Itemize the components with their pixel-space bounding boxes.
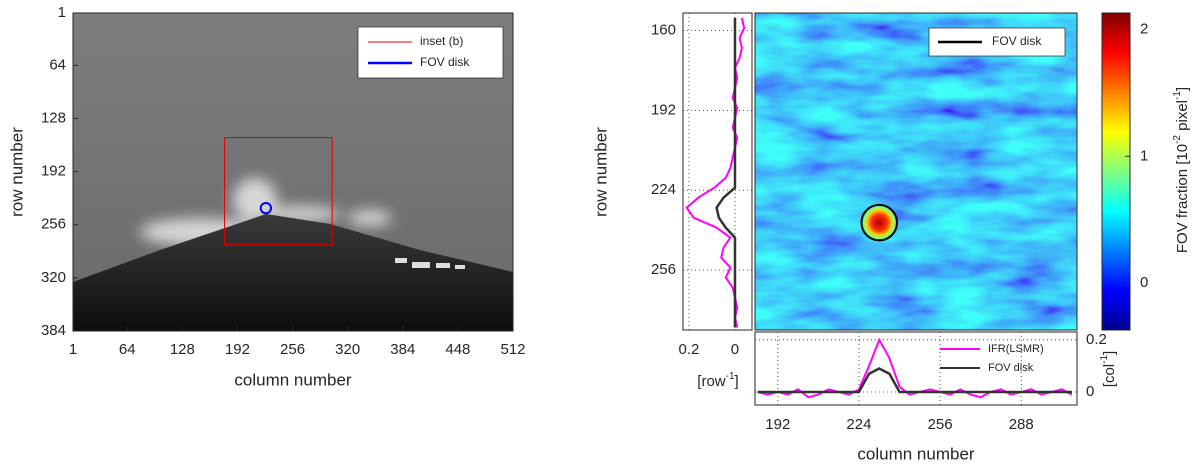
profile-line [757,367,1072,394]
x-axis-label-part: [row [697,373,726,390]
colorbar [1101,12,1131,331]
x-tick-label: 384 [390,341,415,358]
colorbar-label-part: ] [1174,87,1191,91]
x-tick-label: 0 [731,341,739,358]
y-axis-label: row number [591,127,610,217]
colorbar-label-part: FOV fraction [10 [1174,144,1191,253]
colorbar-label-part: -2 [1172,135,1183,144]
x-tick-label: 448 [445,341,470,358]
x-tick-label: 128 [170,341,195,358]
x-axis-label: [row-1] [697,371,738,390]
y-tick-label: 192 [41,163,66,180]
x-tick-label: 64 [119,341,136,358]
x-axis-label-part: -1 [726,371,735,382]
axes-box [682,12,753,331]
y-tick-label: 256 [651,261,676,278]
colorbar-label-part: -1 [1172,91,1183,100]
x-tick-label: 192 [765,416,790,433]
y-tick-label: 1 [58,4,66,21]
x-tick-label: 256 [280,341,305,358]
x-axis-label: column number [857,444,975,463]
y-tick-label: 224 [651,181,676,198]
x-tick-label: 288 [1009,416,1034,433]
axes-box [754,12,1078,331]
legend-label: inset (b) [420,34,463,48]
x-tick-label: 512 [500,341,525,358]
x-tick-label: 224 [846,416,871,433]
colorbar-label: FOV fraction [10-2 pixel-1] [1172,87,1191,253]
x-tick-label: 0.2 [679,341,700,358]
fov-disk [259,201,273,215]
colorbar-label-part: pixel [1174,100,1191,135]
legend-label: IFR(LSMR) [988,343,1044,355]
legend-label: FOV disk [420,55,470,69]
y-tick-label: 384 [41,322,66,339]
colorbar-tick-label: 1 [1140,147,1148,164]
y-axis-label-part: -1 [1099,355,1110,364]
colorbar-tick-label: 0 [1140,274,1148,291]
y-axis-label: row number [7,127,26,217]
x-tick-label: 320 [335,341,360,358]
inset-rect [224,137,333,246]
y-tick-label: 320 [41,269,66,286]
x-axis-label: column number [234,370,352,389]
y-tick-label: 0 [1086,383,1094,400]
heatmap-image [755,13,1077,330]
legend-box [357,26,504,79]
y-axis-label-part: ] [1101,351,1118,355]
x-tick-label: 1 [69,341,77,358]
y-axis-label-part: [col [1101,364,1118,387]
y-tick-label: 128 [41,109,66,126]
legend-label: FOV disk [988,362,1034,374]
y-tick-label: 160 [651,21,676,38]
y-tick-label: 64 [49,56,66,73]
y-axis-label: [col-1] [1099,351,1118,387]
fov-disk [860,203,898,242]
y-tick-label: 0.2 [1086,331,1107,348]
y-tick-label: 256 [41,216,66,233]
colorbar-tick-label: 2 [1140,20,1148,37]
legend-label: FOV disk [992,34,1042,48]
x-tick-label: 192 [225,341,250,358]
profile-line [715,17,737,328]
x-axis-label-part: ] [735,373,739,390]
y-tick-label: 192 [651,101,676,118]
x-tick-label: 256 [928,416,953,433]
